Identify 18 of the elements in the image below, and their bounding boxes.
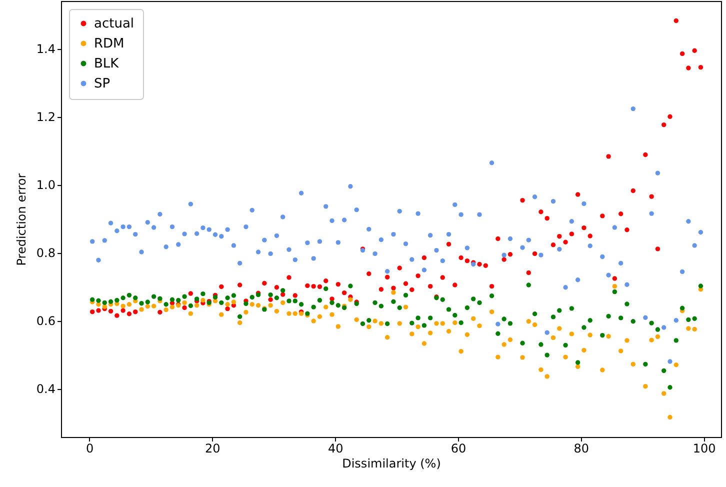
- y-axis-title: Prediction error: [14, 173, 28, 266]
- x-tick-label: 40: [328, 442, 344, 456]
- legend-label: SP: [94, 76, 110, 92]
- legend-label: BLK: [94, 56, 120, 72]
- y-tick-label: 1.0: [36, 178, 56, 192]
- y-tick-label: 0.8: [36, 246, 56, 260]
- y-tick-label: 0.6: [36, 314, 56, 328]
- x-tick-label: 20: [205, 442, 220, 456]
- y-tick-label: 1.4: [36, 42, 56, 56]
- x-tick-label: 60: [450, 442, 466, 456]
- legend-label: actual: [94, 16, 134, 32]
- y-tick-label: 0.4: [36, 382, 56, 396]
- y-tick-label: 1.2: [36, 110, 56, 124]
- x-axis-title: Dissimilarity (%): [342, 456, 441, 470]
- x-tick-label: 0: [86, 442, 94, 456]
- x-tick-label: 80: [574, 442, 590, 456]
- legend-label: RDM: [94, 36, 124, 52]
- x-tick-label: 100: [692, 442, 716, 456]
